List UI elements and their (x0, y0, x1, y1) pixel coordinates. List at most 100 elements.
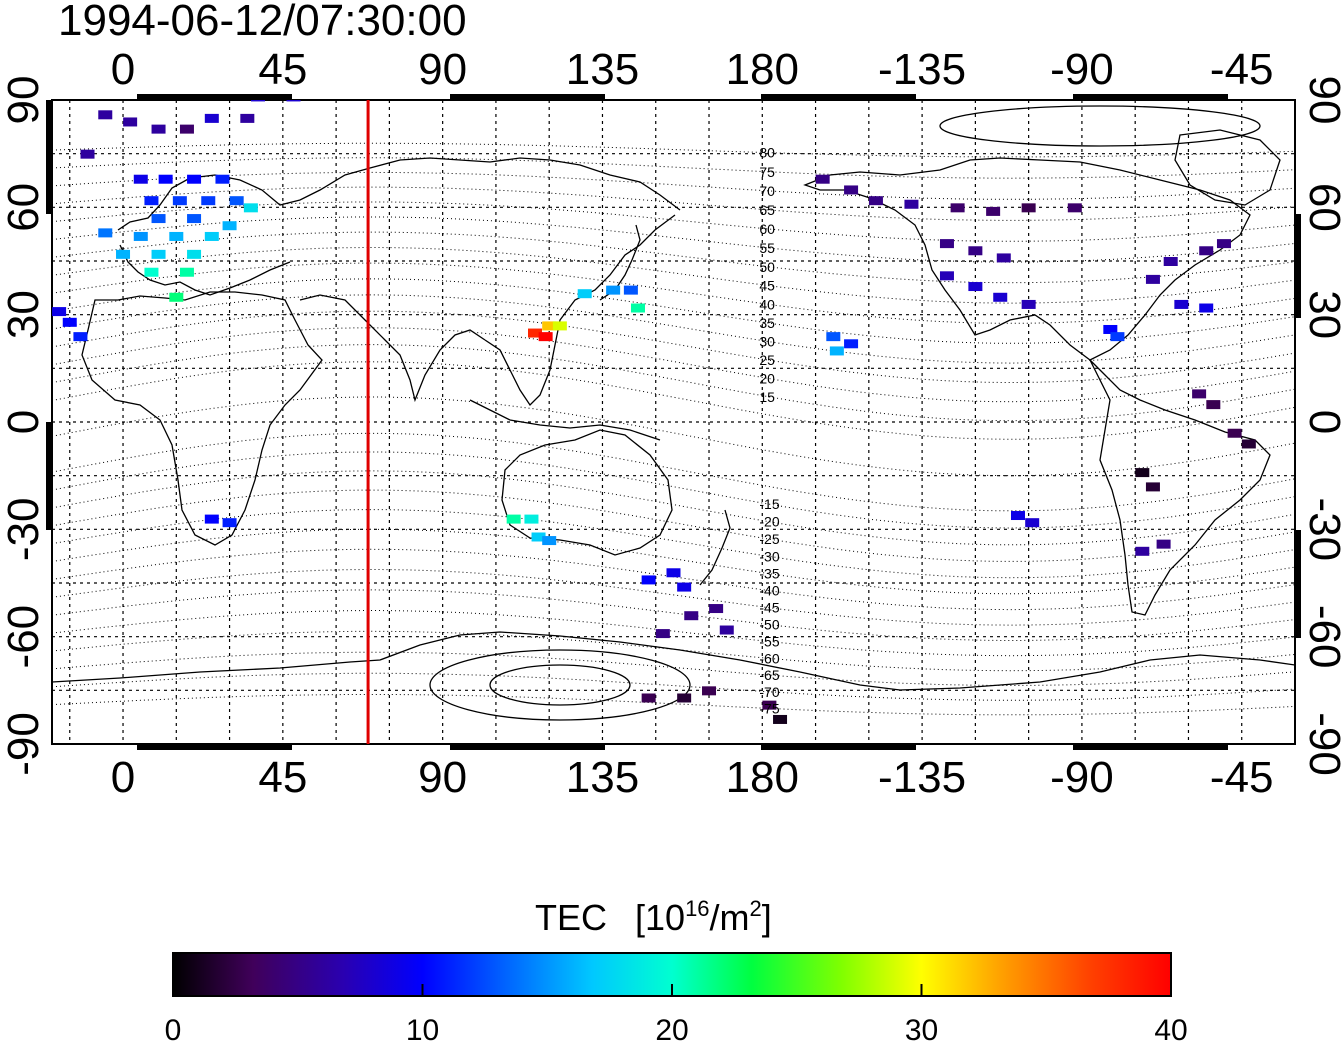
tec-point (1216, 239, 1231, 249)
tec-point (709, 604, 724, 614)
tec-point (641, 575, 656, 585)
right-lat-tick-label: 90 (1300, 76, 1344, 125)
tec-point (151, 214, 166, 224)
tec-data-points (52, 100, 1256, 724)
contour-label: -65 (759, 667, 779, 683)
tec-point (158, 174, 173, 184)
bottom-lon-tick-label: -45 (1210, 753, 1274, 802)
tec-point (538, 332, 553, 342)
right-lat-tick-label: 60 (1300, 183, 1344, 232)
mag-contour-line (52, 694, 1295, 716)
tec-point (968, 282, 983, 292)
map-timestamp: 1994-06-12/07:30:00 (58, 0, 467, 45)
tec-point (904, 199, 919, 209)
contour-label: -40 (759, 583, 779, 599)
mag-contour-line (52, 589, 1295, 642)
tec-point (1192, 389, 1207, 399)
tec-point (996, 253, 1011, 263)
tec-point (719, 625, 734, 635)
mag-contour-line (52, 432, 1295, 512)
tec-point (201, 196, 216, 206)
tec-point (80, 149, 95, 159)
colorbar-tick-label: 10 (406, 1014, 439, 1047)
tec-point (1021, 299, 1036, 309)
tec-point (179, 267, 194, 277)
tec-point (677, 582, 692, 592)
colorbar-tick-label: 20 (655, 1014, 688, 1047)
mag-contour-line (52, 157, 1295, 179)
tec-point (702, 686, 717, 696)
magnetic-contour-labels: 80 75 70 65 60 55 50 45 40 35 30 25 20 15 -15 -20-25-30… (759, 145, 779, 717)
colorbar-title: TEC [1016/m2] (535, 896, 772, 938)
tec-point (187, 174, 202, 184)
tec-point (1067, 203, 1082, 213)
left-lat-tick-label: 90 (0, 76, 48, 125)
south-mag-pole-contours (429, 649, 691, 721)
left-lat-tick-label: -90 (0, 712, 48, 776)
coastlines (52, 105, 1295, 691)
bottom-lon-tick-label: 180 (726, 753, 799, 802)
tec-point (187, 214, 202, 224)
right-lat-tick-label: -30 (1300, 498, 1344, 562)
tec-point (552, 321, 567, 331)
colorbar-tick-label: 30 (905, 1014, 938, 1047)
tec-point (1174, 299, 1189, 309)
right-latitude-ticks: 90 60 30 0 -30 -60 -90 (1300, 76, 1344, 776)
tec-point (939, 271, 954, 281)
mag-contour-line (52, 216, 1295, 263)
contour-label: -55 (759, 634, 779, 650)
tec-point (98, 228, 113, 238)
tec-point (677, 693, 692, 703)
right-lat-tick-label: -60 (1300, 605, 1344, 669)
tec-point (243, 203, 258, 213)
colorbar-ticks: 0 10 20 30 40 (165, 984, 1188, 1047)
tec-point (52, 307, 67, 317)
tec-point (1010, 511, 1025, 521)
tec-point (1156, 539, 1171, 549)
tec-point (630, 303, 645, 313)
top-lon-tick-label: 180 (726, 45, 799, 94)
tec-point (531, 532, 546, 542)
tec-point (144, 267, 159, 277)
contour-label: -50 (759, 617, 779, 633)
tec-point (542, 321, 557, 331)
left-latitude-ticks: 90 60 30 0 -30 -60 -90 (0, 76, 48, 776)
top-lon-tick-label: 0 (111, 45, 135, 94)
top-lon-tick-label: -135 (878, 45, 966, 94)
tec-point (98, 110, 113, 120)
tec-point (1145, 482, 1160, 492)
tec-point (968, 246, 983, 256)
tec-point (1163, 257, 1178, 266)
tec-point (222, 221, 237, 231)
contour-label: 75 (759, 164, 775, 180)
tec-point (172, 196, 187, 206)
tec-point (868, 196, 883, 206)
tec-point (1206, 400, 1221, 410)
tec-point (179, 124, 194, 134)
mag-contour-line (52, 171, 1295, 200)
contour-label: 60 (759, 221, 775, 237)
mag-contour-line (52, 672, 1295, 701)
tec-point (939, 239, 954, 249)
contour-label: 40 (759, 296, 775, 312)
bottom-lon-tick-label: 0 (111, 753, 135, 802)
contour-label: 70 (759, 183, 775, 199)
left-lat-tick-label: 30 (0, 290, 48, 339)
tec-point (204, 113, 219, 123)
mag-contour-line (52, 231, 1295, 284)
tec-point (1227, 428, 1242, 438)
tec-point (524, 514, 539, 524)
tec-point (606, 285, 621, 295)
mag-contour-line (52, 142, 1295, 158)
top-lon-tick-label: -90 (1050, 45, 1114, 94)
mag-contour-line (52, 396, 1295, 477)
tec-point (844, 339, 859, 349)
tec-point (73, 332, 88, 342)
tec-point (1110, 332, 1125, 342)
contour-label: -60 (759, 650, 779, 666)
tec-point (815, 174, 830, 184)
tec-point (1021, 203, 1036, 213)
tec-point (826, 332, 841, 342)
tec-point (1199, 246, 1214, 256)
